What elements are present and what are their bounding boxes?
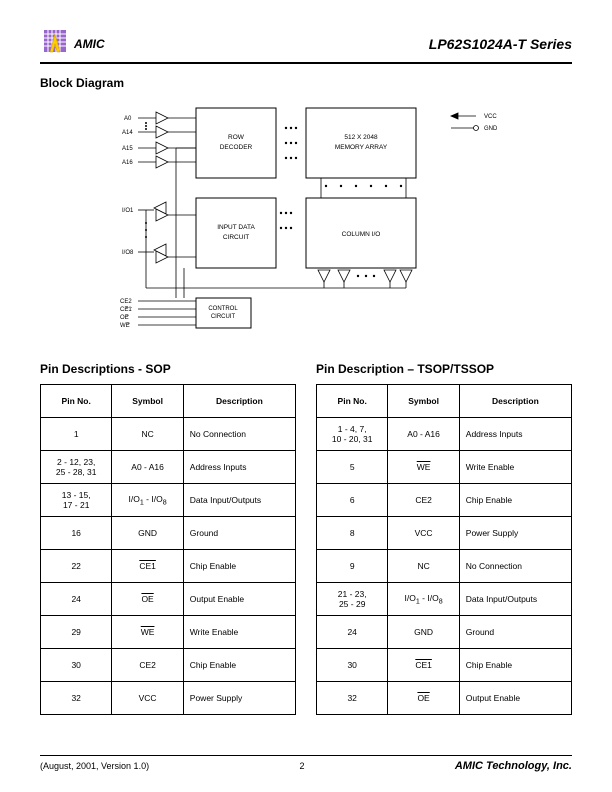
tsop-table: Pin No.SymbolDescription 1 - 4, 7,10 - 2… (316, 384, 572, 715)
table-row: 30CE2Chip Enable (41, 649, 296, 682)
table-row: 32OEOutput Enable (317, 682, 572, 715)
label-a0: A0 (124, 116, 132, 122)
sop-table: Pin No.SymbolDescription 1NCNo Connectio… (40, 384, 296, 715)
logo: AMIC (40, 30, 105, 58)
table-row: 9NCNo Connection (317, 550, 572, 583)
label-ce2: CE2 (120, 299, 132, 305)
label-a16: A16 (122, 160, 133, 166)
label-a14: A14 (122, 130, 133, 136)
table-row: 16GNDGround (41, 517, 296, 550)
table-row: 22CE1Chip Enable (41, 550, 296, 583)
table-row: 1 - 4, 7,10 - 20, 31A0 - A16Address Inpu… (317, 418, 572, 451)
table-row: 21 - 23,25 - 29I/O1 - I/O8Data Input/Out… (317, 583, 572, 616)
footer-right: AMIC Technology, Inc. (455, 760, 572, 772)
label-io8: I/O8 (122, 250, 134, 256)
page-footer: (August, 2001, Version 1.0) 2 AMIC Techn… (40, 755, 572, 772)
tsop-title: Pin Description – TSOP/TSSOP (316, 362, 572, 376)
table-row: 32VCCPower Supply (41, 682, 296, 715)
table-row: 13 - 15,17 - 21I/O1 - I/O8Data Input/Out… (41, 484, 296, 517)
svg-text:CE1: CE1 (120, 307, 132, 313)
table-row: 24OEOutput Enable (41, 583, 296, 616)
table-row: 6CE2Chip Enable (317, 484, 572, 517)
table-row: 5WEWrite Enable (317, 451, 572, 484)
block-diagram: A0 A14 A15 A16 I/O1 I/O8 ROW DECODER 512… (40, 98, 572, 338)
svg-text:CIRCUIT: CIRCUIT (211, 314, 236, 320)
label-io1: I/O1 (122, 208, 134, 214)
footer-left: (August, 2001, Version 1.0) (40, 761, 149, 771)
svg-text:CONTROL: CONTROL (208, 306, 238, 312)
svg-text:512 X 2048: 512 X 2048 (344, 134, 378, 141)
logo-icon (40, 30, 70, 58)
svg-text:DECODER: DECODER (220, 144, 253, 151)
table-row: 2 - 12, 23,25 - 28, 31A0 - A16Address In… (41, 451, 296, 484)
table-header: Description (459, 385, 571, 418)
logo-text: AMIC (74, 37, 105, 51)
table-row: 29WEWrite Enable (41, 616, 296, 649)
table-header: Symbol (112, 385, 183, 418)
table-row: 24GNDGround (317, 616, 572, 649)
svg-text:INPUT DATA: INPUT DATA (217, 224, 255, 231)
document-title: LP62S1024A-T Series (429, 36, 572, 52)
svg-text:ROW: ROW (228, 134, 245, 141)
svg-text:MEMORY ARRAY: MEMORY ARRAY (335, 144, 388, 151)
table-header: Pin No. (317, 385, 388, 418)
label-vcc: VCC (484, 114, 497, 120)
table-header: Pin No. (41, 385, 112, 418)
table-header: Description (183, 385, 295, 418)
svg-text:CIRCUIT: CIRCUIT (223, 234, 249, 241)
svg-text:OE: OE (120, 315, 129, 321)
svg-text:COLUMN I/O: COLUMN I/O (342, 231, 381, 238)
sop-title: Pin Descriptions - SOP (40, 362, 296, 376)
table-header: Symbol (388, 385, 459, 418)
table-row: 8VCCPower Supply (317, 517, 572, 550)
svg-text:WE: WE (120, 323, 130, 329)
page-header: AMIC LP62S1024A-T Series (40, 30, 572, 64)
table-row: 30CE1Chip Enable (317, 649, 572, 682)
footer-page: 2 (299, 761, 304, 771)
table-row: 1NCNo Connection (41, 418, 296, 451)
label-gnd: GND (484, 126, 498, 132)
block-diagram-title: Block Diagram (40, 76, 572, 90)
label-a15: A15 (122, 146, 133, 152)
